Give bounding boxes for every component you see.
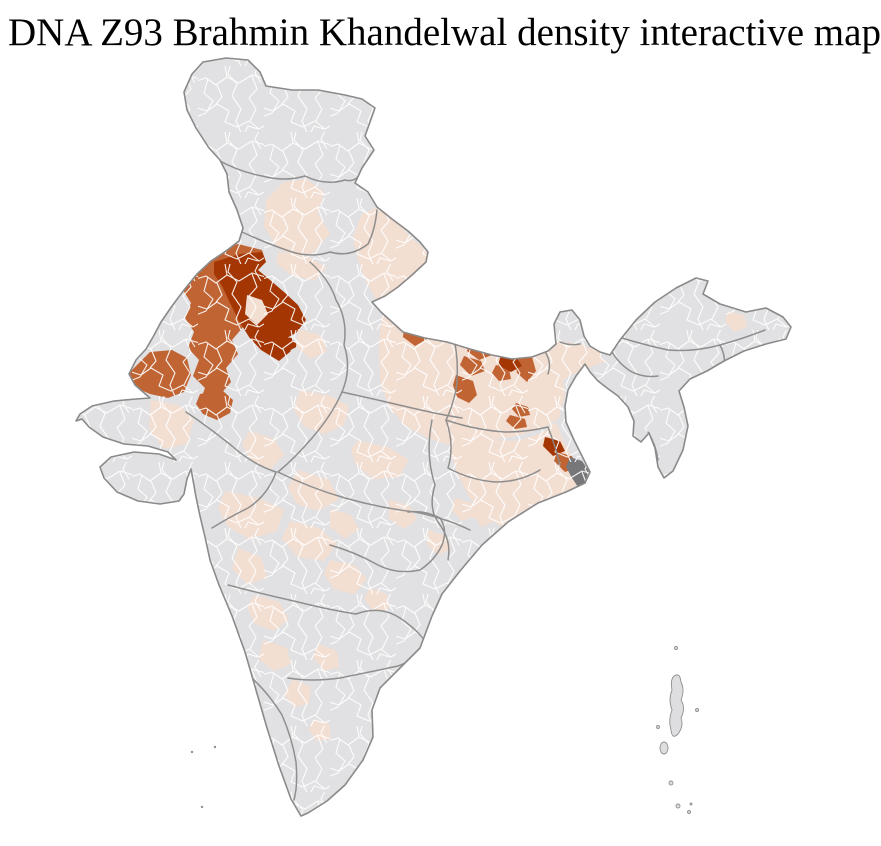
state-border bbox=[329, 510, 446, 573]
island[interactable] bbox=[213, 745, 217, 749]
state-border bbox=[217, 159, 363, 183]
state-border bbox=[428, 419, 439, 523]
state-border bbox=[241, 209, 378, 256]
state-border bbox=[445, 419, 541, 483]
state-border bbox=[185, 411, 277, 473]
state-border bbox=[445, 329, 459, 421]
state-border bbox=[277, 261, 349, 473]
island[interactable] bbox=[656, 725, 660, 729]
island[interactable] bbox=[689, 802, 693, 806]
island[interactable] bbox=[659, 741, 669, 755]
island[interactable] bbox=[668, 780, 674, 786]
state-border bbox=[445, 419, 549, 433]
island[interactable] bbox=[200, 805, 204, 809]
district-boundaries-mesh bbox=[76, 58, 791, 816]
state-border bbox=[211, 471, 277, 529]
state-border bbox=[437, 521, 450, 561]
island[interactable] bbox=[669, 674, 684, 737]
page-title: DNA Z93 Brahmin Khandelwal density inter… bbox=[8, 11, 881, 54]
state-border bbox=[251, 677, 298, 801]
state-border bbox=[547, 426, 561, 466]
state-border bbox=[277, 471, 471, 531]
state-border bbox=[227, 584, 357, 615]
state-border bbox=[611, 351, 659, 378]
state-border bbox=[544, 351, 551, 375]
andaman-nicobar-islands[interactable] bbox=[656, 646, 699, 814]
island[interactable] bbox=[675, 803, 681, 809]
island[interactable] bbox=[674, 646, 678, 650]
state-border bbox=[621, 329, 766, 352]
island[interactable] bbox=[687, 810, 691, 814]
lakshadweep-islands[interactable] bbox=[190, 745, 217, 809]
island[interactable] bbox=[695, 708, 699, 712]
island[interactable] bbox=[190, 750, 194, 754]
state-border bbox=[559, 341, 581, 346]
